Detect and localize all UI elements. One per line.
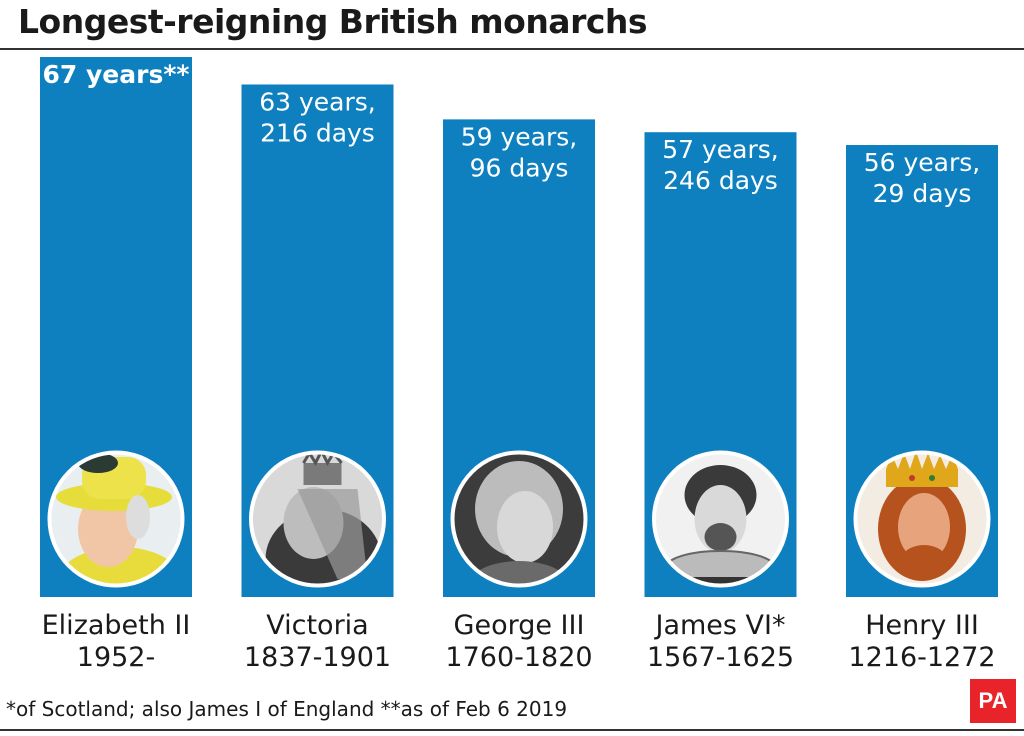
bar-value-line: 67 years**	[43, 60, 190, 89]
footnote: *of Scotland; also James I of England **…	[6, 697, 568, 721]
chart-title: Longest-reigning British monarchs	[18, 2, 648, 41]
monarch-name-label: Henry III	[865, 610, 979, 641]
title-divider	[0, 48, 1024, 50]
george-iii-portrait	[450, 450, 588, 588]
reign-period-label: 1216-1272	[848, 642, 995, 673]
elizabeth-ii-portrait	[47, 450, 185, 588]
bar-value-line: 246 days	[663, 166, 778, 195]
henry-iii-portrait	[853, 450, 991, 588]
reign-period-label: 1567-1625	[647, 642, 794, 673]
bar-value-label: 59 years, 96 days	[461, 122, 578, 182]
reign-period-label: 1760-1820	[445, 642, 592, 673]
bar-value-label: 57 years, 246 days	[662, 135, 779, 195]
bottom-divider	[0, 729, 1024, 731]
bar-value-line: 29 days	[873, 179, 972, 208]
monarch-name-label: Elizabeth II	[42, 610, 191, 641]
victoria-portrait	[249, 450, 386, 588]
monarch-name-label: Victoria	[266, 610, 368, 641]
pa-logo: PA	[970, 679, 1016, 723]
reign-period-label: 1837-1901	[244, 642, 391, 673]
bar-value-line: 56 years,	[864, 148, 981, 177]
bar-value-line: 59 years,	[461, 122, 578, 151]
bar-value-label: 56 years, 29 days	[864, 148, 981, 208]
monarch-name-label: George III	[454, 610, 585, 641]
monarch-name-label: James VI*	[653, 610, 785, 641]
bar-value-line: 57 years,	[662, 135, 779, 164]
james-vi-portrait	[652, 450, 789, 588]
reign-period-label: 1952-	[77, 642, 155, 673]
bar-value-line: 63 years,	[259, 87, 376, 116]
bar-value-label: 67 years**	[43, 60, 190, 89]
bar-value-line: 96 days	[470, 153, 569, 182]
bar-value-line: 216 days	[260, 118, 375, 147]
bar-value-label: 63 years, 216 days	[259, 87, 376, 147]
